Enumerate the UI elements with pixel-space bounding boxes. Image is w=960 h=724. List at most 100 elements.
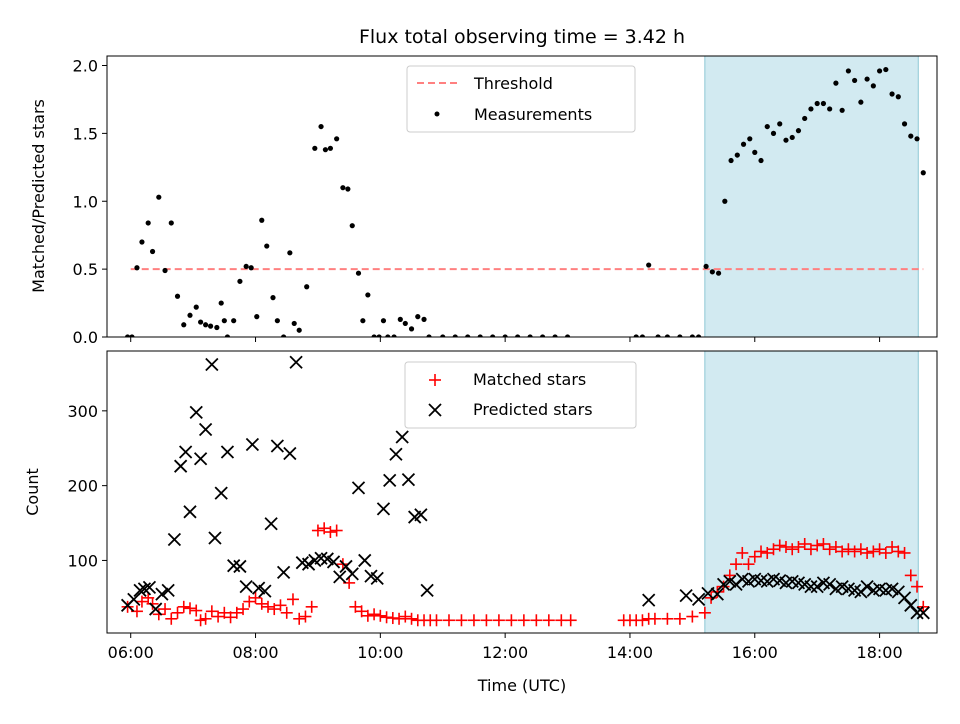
matched-point (786, 543, 799, 556)
measurement-point (385, 334, 391, 337)
predicted-point-b (214, 486, 228, 500)
measurement-point (820, 100, 827, 107)
predicted-point (916, 606, 930, 620)
measurement-point (129, 334, 135, 337)
predicted-point-b (351, 481, 366, 495)
matched-point (736, 546, 749, 559)
predicted-point (208, 531, 222, 545)
predicted-point (860, 579, 874, 594)
predicted-point-b (289, 355, 303, 369)
measurement-point (728, 157, 734, 164)
bottom-panel: 100 200 300 06:00 08:00 10:00 12:00 14:00 16:00 1… (67, 350, 938, 662)
matched-point (165, 612, 178, 625)
measurement-point (895, 94, 901, 100)
predicted-point-b (804, 579, 818, 594)
predicted-point-b (904, 598, 918, 612)
measurement-point (440, 334, 446, 337)
predicted-point-b (389, 447, 403, 461)
matched-point (293, 612, 306, 625)
measurements-legend-label: Measurements (474, 105, 592, 124)
measurement-point (883, 66, 889, 73)
measurement-point (876, 68, 883, 74)
measurement-point (124, 334, 131, 337)
predicted-point-b (835, 579, 849, 594)
predicted-point (420, 583, 434, 597)
matched-point (255, 597, 268, 610)
matched-point (286, 593, 299, 606)
measurement-point (777, 121, 783, 127)
x-axis-label: Time (UTC) (477, 676, 566, 695)
matched-point (492, 614, 505, 627)
x-tick-label: 14:00 (607, 643, 653, 662)
predicted-point-b (847, 583, 862, 597)
measurement-point (864, 76, 870, 82)
measurement-point (365, 292, 371, 298)
measurement-point (770, 130, 777, 136)
predicted-point-b (161, 583, 175, 597)
predicted-legend-swatch (428, 403, 442, 417)
predicted-point-b (193, 452, 208, 466)
matched-point (442, 614, 455, 627)
matched-point (564, 614, 577, 627)
top-legend: Threshold Measurements (406, 65, 636, 133)
predicted-point-b (897, 591, 912, 605)
y-tick-label: 1.0 (73, 192, 98, 211)
predicted-point-b (183, 505, 197, 519)
matched-point (393, 612, 406, 625)
matched-point (190, 604, 203, 617)
predicted-point-b (885, 582, 899, 596)
predicted-point-b (891, 585, 905, 599)
x-tick-label: 18:00 (857, 643, 903, 662)
measurement-point (304, 284, 310, 290)
predicted-point-b (358, 553, 372, 568)
matched-point (636, 614, 649, 627)
predicted-point-b (754, 574, 768, 588)
matched-point (299, 610, 312, 623)
measurement-point (752, 149, 758, 155)
measurement-point (193, 304, 199, 310)
predicted-point (161, 583, 175, 597)
y-tick-label: 100 (67, 551, 98, 570)
measurement-point (156, 194, 162, 200)
predicted-point-b (370, 571, 384, 586)
matched-point (146, 597, 159, 610)
predicted-point (383, 473, 397, 488)
measurement-point (696, 334, 702, 337)
matched-point (330, 524, 343, 537)
predicted-point (193, 452, 208, 466)
measurement-point (334, 136, 340, 142)
measurement-point (415, 314, 421, 320)
measurement-point (198, 319, 204, 325)
measurement-point (168, 220, 174, 226)
predicted-point-b (376, 502, 391, 516)
predicted-point-b (295, 556, 309, 570)
measurement-point (715, 270, 722, 276)
x-tick-label: 08:00 (232, 643, 278, 662)
predicted-point-b (723, 574, 737, 589)
measurements-legend-swatch (434, 111, 440, 117)
matched-point (399, 610, 412, 623)
predicted-point (376, 502, 391, 516)
matched-point (135, 595, 148, 608)
predicted-point (414, 508, 428, 522)
predicted-point (220, 445, 235, 459)
measurement-point (527, 334, 533, 337)
matched-point (854, 543, 867, 556)
predicted-point-b (916, 606, 930, 620)
matched-point (194, 614, 207, 627)
bottom-y-axis-label: Count (23, 468, 42, 516)
predicted-point-b (320, 552, 334, 566)
predicted-legend-label: Predicted stars (473, 400, 593, 419)
measurement-point (318, 123, 324, 130)
measurement-point (402, 320, 408, 327)
predicted-point-b (314, 551, 328, 565)
predicted-point-b (691, 592, 706, 606)
matched-point (861, 546, 874, 559)
predicted-point (276, 565, 291, 580)
measurement-point (207, 323, 214, 329)
predicted-point (189, 405, 203, 419)
predicted-point (205, 357, 219, 372)
predicted-point-b (245, 437, 260, 452)
predicted-point-b (748, 572, 762, 586)
